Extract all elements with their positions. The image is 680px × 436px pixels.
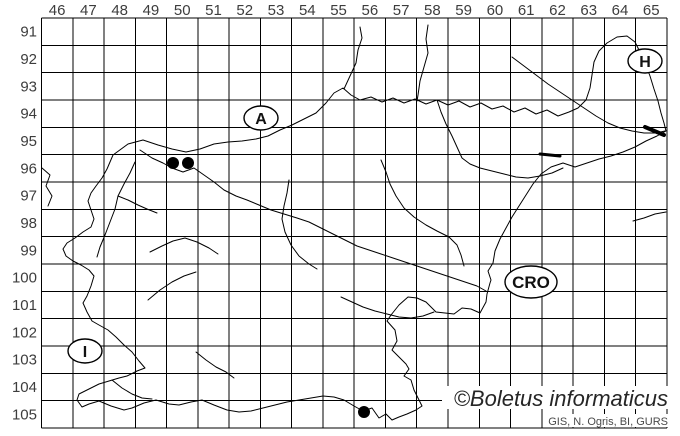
credits-background (544, 414, 670, 427)
river-krka (340, 296, 435, 319)
column-label-61: 61 (518, 2, 535, 19)
copyright-background (442, 386, 672, 409)
river-austria-north (416, 24, 429, 102)
column-label-63: 63 (580, 2, 597, 19)
utm-grid-lines (41, 17, 668, 429)
map-footer: ©Boletus informaticus GIS, N. Ogris, BI,… (442, 386, 672, 428)
column-label-51: 51 (205, 2, 222, 19)
row-label-103: 103 (12, 352, 37, 369)
column-label-54: 54 (299, 2, 316, 19)
row-label-100: 100 (12, 270, 37, 287)
istria-border-line (111, 379, 153, 400)
column-label-57: 57 (393, 2, 410, 19)
column-label-50: 50 (174, 2, 191, 19)
river-italy-west (41, 167, 53, 207)
column-label-55: 55 (330, 2, 347, 19)
country-label-austria: A (255, 111, 267, 128)
copyright-text: ©Boletus informaticus (454, 386, 668, 411)
column-label-59: 59 (455, 2, 472, 19)
river-mouth-mark-east (643, 125, 666, 137)
row-label-98: 98 (20, 215, 37, 232)
river-mura (511, 56, 666, 134)
river-idrijca (117, 195, 158, 214)
river-confluence-mark (538, 152, 562, 158)
column-label-58: 58 (424, 2, 441, 19)
occurrence-dot-50-96 (167, 157, 179, 169)
row-label-102: 102 (12, 324, 37, 341)
occurrence-dot-56-105 (358, 406, 370, 418)
row-label-91: 91 (20, 24, 37, 41)
column-label-64: 64 (612, 2, 629, 19)
river-ljubljanica (281, 179, 318, 270)
column-label-47: 47 (80, 2, 97, 19)
row-label-92: 92 (20, 51, 37, 68)
country-ellipse-italy (67, 338, 103, 364)
grid-column-labels: 46 47 48 49 50 51 52 53 54 55 56 57 58 59 60 61 62 63 64 65 (49, 2, 660, 19)
row-label-94: 94 (20, 106, 37, 123)
river-savinja (380, 159, 465, 267)
column-label-48: 48 (111, 2, 128, 19)
river-drava (436, 99, 564, 179)
occurrence-dots (167, 157, 370, 418)
river-soca (96, 161, 136, 258)
row-label-93: 93 (20, 78, 37, 95)
grid-row-labels: 91 92 93 94 95 96 97 98 99 100 101 102 103 104 105 (12, 24, 37, 424)
country-ellipse-croatia (504, 265, 558, 299)
column-label-52: 52 (236, 2, 253, 19)
row-label-104: 104 (12, 379, 37, 396)
column-label-60: 60 (487, 2, 504, 19)
row-label-105: 105 (12, 406, 37, 423)
neighbour-country-labels: A H I CRO (67, 48, 663, 364)
row-label-97: 97 (20, 188, 37, 205)
river-sava (139, 149, 487, 292)
slovenia-border (62, 35, 667, 421)
river-reka (195, 351, 235, 379)
country-label-croatia: CRO (512, 273, 550, 292)
row-label-99: 99 (20, 242, 37, 259)
column-label-49: 49 (143, 2, 160, 19)
karst-edge-line (147, 271, 197, 301)
column-label-46: 46 (49, 2, 66, 19)
row-label-95: 95 (20, 133, 37, 150)
column-label-53: 53 (268, 2, 285, 19)
row-label-101: 101 (12, 297, 37, 314)
row-label-96: 96 (20, 160, 37, 177)
column-label-62: 62 (549, 2, 566, 19)
column-label-65: 65 (643, 2, 660, 19)
column-label-56: 56 (361, 2, 378, 19)
river-vipava (149, 237, 219, 255)
credits-text: GIS, N. Ogris, BI, GURS (548, 416, 668, 428)
occurrence-dot-50-96 (182, 157, 194, 169)
map-linework (41, 24, 667, 421)
river-croatia-east (632, 211, 667, 222)
country-ellipse-hungary (627, 48, 663, 74)
country-label-italy: I (83, 344, 87, 361)
country-label-hungary: H (639, 54, 651, 71)
country-ellipse-austria (243, 105, 279, 131)
river-austria-northwest (343, 26, 363, 90)
